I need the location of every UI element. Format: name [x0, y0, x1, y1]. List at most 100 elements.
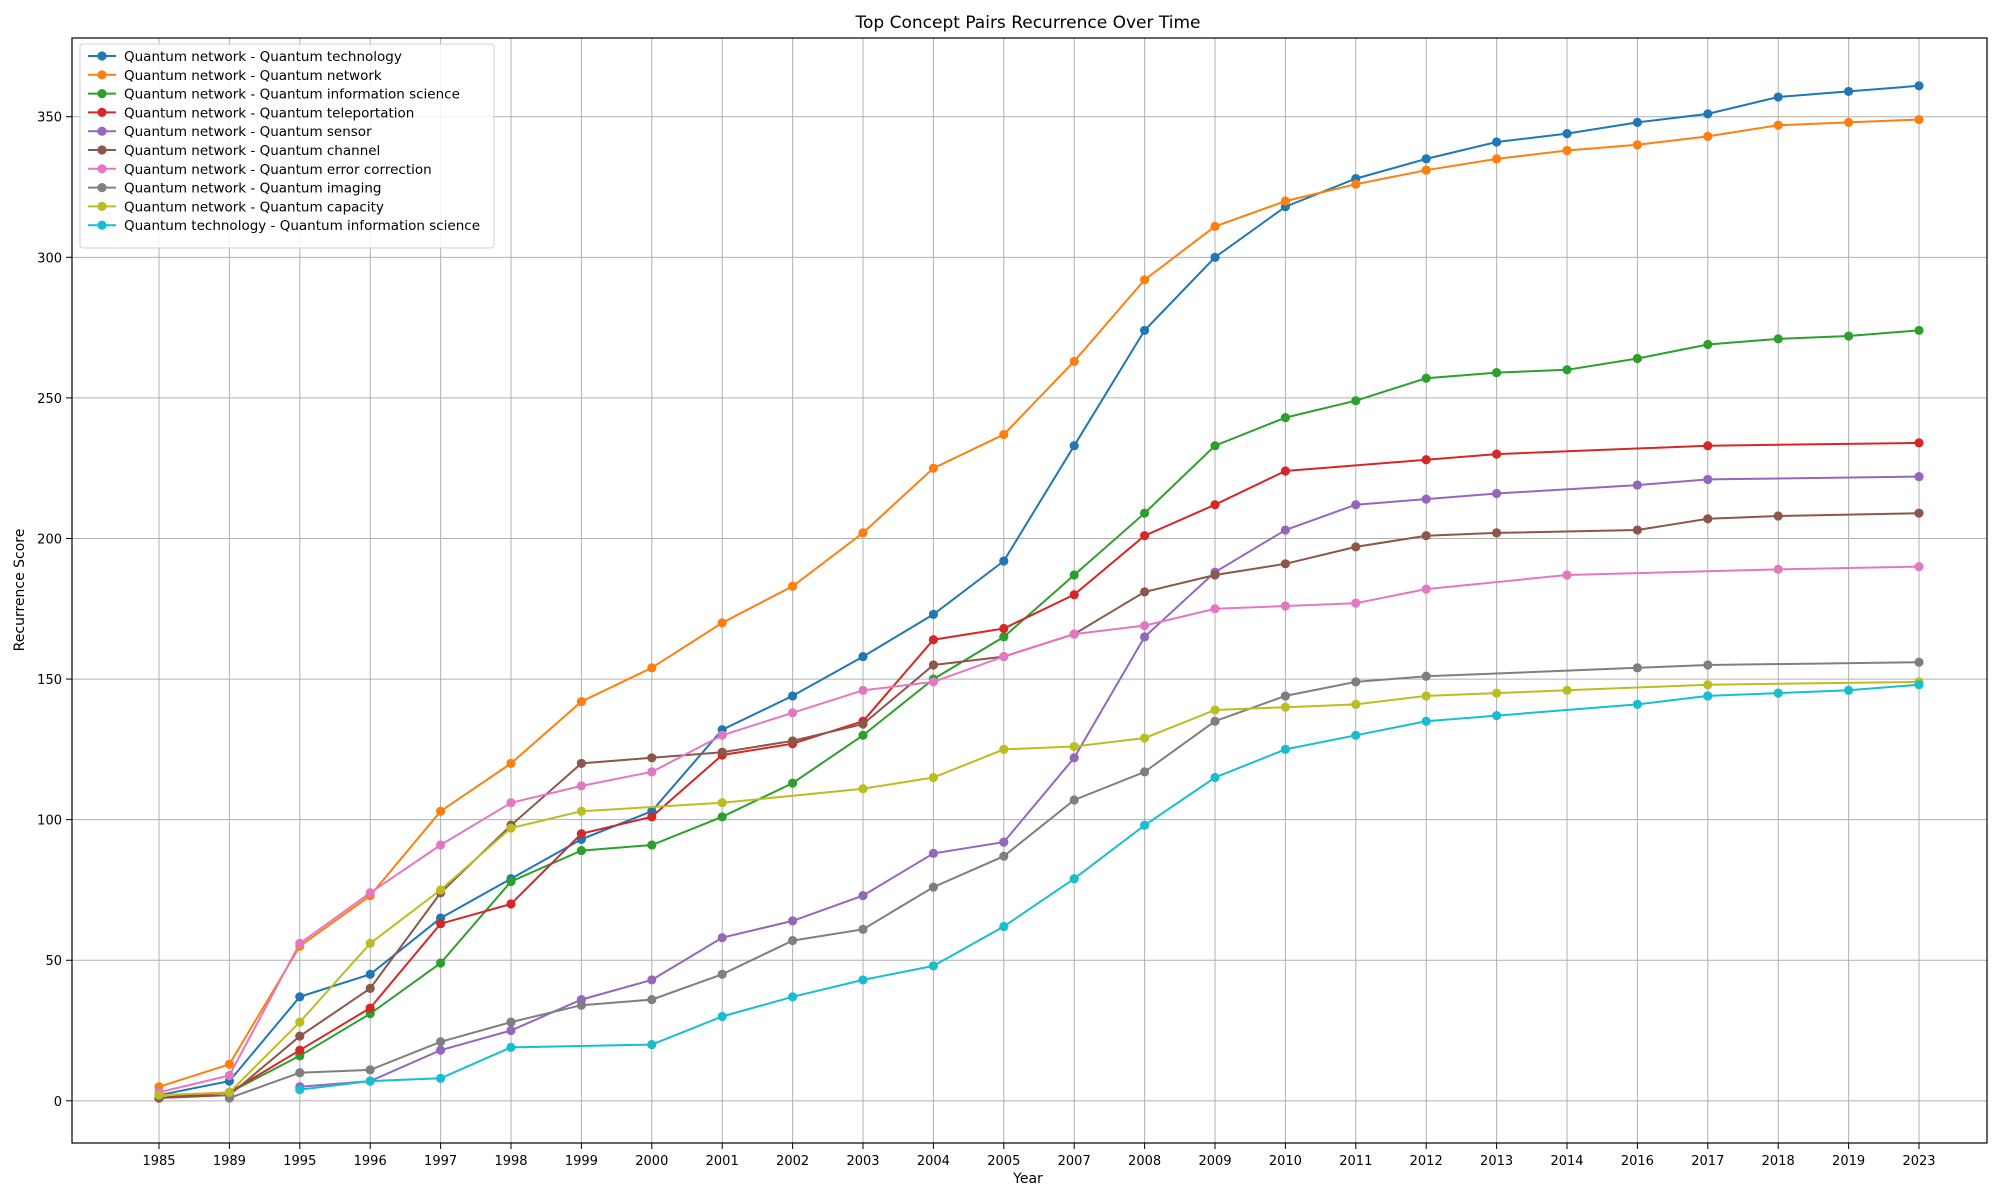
legend-label: Quantum network - Quantum network: [124, 68, 382, 84]
data-point: [788, 691, 798, 701]
data-point: [1703, 660, 1713, 670]
data-point: [365, 1003, 375, 1013]
data-point: [647, 753, 657, 763]
legend-entry: Quantum network - Quantum technology: [88, 49, 402, 65]
data-point: [1210, 716, 1220, 726]
data-point: [928, 961, 939, 971]
y-tick-label: 100: [37, 814, 62, 829]
x-tick-label: 1985: [142, 1154, 175, 1169]
data-point: [436, 840, 446, 850]
series-8: [224, 657, 1924, 1103]
data-point: [788, 581, 798, 591]
data-point: [1773, 120, 1783, 130]
legend-entry: Quantum network - Quantum capacity: [88, 199, 384, 215]
data-point: [1632, 525, 1642, 535]
y-axis-title: Recurrence Score: [12, 529, 28, 652]
legend-entry: Quantum network - Quantum sensor: [88, 124, 372, 140]
data-point: [1351, 179, 1361, 189]
data-point: [1703, 691, 1713, 701]
data-point: [1421, 154, 1431, 164]
data-point: [506, 899, 516, 909]
data-point: [576, 829, 587, 839]
data-point: [1421, 671, 1431, 681]
data-point: [1773, 564, 1783, 575]
x-tick-label: 2012: [1410, 1154, 1443, 1169]
data-point: [999, 744, 1009, 754]
data-point: [1773, 688, 1783, 698]
data-point: [717, 933, 727, 943]
x-tick-label: 2004: [917, 1154, 950, 1169]
data-point: [295, 992, 305, 1002]
data-point: [647, 812, 657, 822]
data-point: [1280, 691, 1290, 701]
data-point: [295, 1031, 305, 1041]
data-point: [506, 1025, 516, 1036]
data-point: [576, 696, 587, 707]
legend-marker: [97, 89, 107, 99]
legend-entry: Quantum network - Quantum information sc…: [88, 87, 460, 103]
data-point: [928, 635, 939, 645]
data-point: [788, 736, 798, 746]
y-tick-label: 150: [37, 673, 62, 688]
data-point: [647, 975, 657, 985]
data-point: [1210, 604, 1220, 614]
data-point: [1351, 396, 1361, 406]
data-point: [1492, 488, 1502, 499]
data-point: [788, 935, 798, 946]
data-point: [506, 758, 516, 769]
x-tick-label: 2010: [1269, 1154, 1302, 1169]
series-line: [158, 329, 1920, 1099]
legend-label: Quantum network - Quantum sensor: [124, 124, 372, 140]
series-line: [158, 118, 1920, 1088]
data-point: [1844, 685, 1854, 695]
legend-marker: [97, 126, 107, 136]
data-point: [1280, 466, 1290, 476]
data-point: [928, 609, 939, 619]
data-point: [1421, 494, 1431, 504]
data-point: [1914, 508, 1924, 518]
series-line: [158, 512, 1920, 1099]
legend-marker: [97, 220, 107, 230]
data-point: [506, 798, 516, 808]
legend-marker: [97, 70, 107, 80]
data-point: [1280, 525, 1290, 535]
data-point: [1280, 744, 1290, 754]
data-point: [1703, 680, 1713, 690]
series-line: [158, 565, 1920, 1094]
data-point: [1140, 632, 1150, 642]
legend-entry: Quantum network - Quantum network: [88, 68, 382, 84]
data-point: [647, 767, 657, 777]
data-point: [999, 623, 1009, 634]
data-point: [858, 528, 868, 538]
data-point: [1562, 685, 1572, 695]
data-point: [365, 1076, 375, 1086]
data-point: [1140, 275, 1150, 285]
data-point: [999, 651, 1009, 662]
data-point: [436, 1073, 446, 1083]
series-10: [295, 680, 1924, 1095]
data-point: [788, 992, 798, 1002]
x-tick-label: 1999: [565, 1154, 598, 1169]
data-point: [1914, 81, 1924, 91]
data-point: [1351, 500, 1361, 510]
data-point: [1844, 86, 1854, 97]
data-point: [858, 719, 868, 729]
data-point: [1210, 441, 1220, 451]
series-5: [295, 472, 1924, 1092]
data-point: [1632, 480, 1642, 490]
x-tick-label: 2016: [1621, 1154, 1654, 1169]
data-point: [788, 916, 798, 926]
data-point: [1492, 528, 1502, 538]
data-point: [576, 806, 587, 816]
data-point: [1280, 702, 1290, 712]
data-point: [1773, 334, 1783, 344]
data-point: [1703, 514, 1713, 524]
data-point: [506, 1042, 516, 1053]
series-line: [299, 475, 1920, 1088]
data-point: [858, 651, 868, 662]
x-tick-label: 2013: [1480, 1154, 1513, 1169]
x-tick-label: 2007: [1058, 1154, 1091, 1169]
data-point: [999, 429, 1009, 440]
data-point: [1069, 570, 1079, 580]
data-point: [717, 969, 727, 979]
